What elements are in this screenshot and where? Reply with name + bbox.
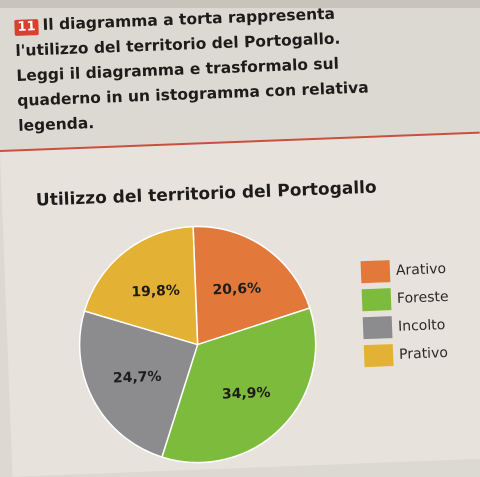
legend-label-prativo: Prativo	[398, 344, 449, 363]
legend-swatch-arativo	[360, 260, 391, 284]
pie-slice-arativo	[192, 225, 311, 346]
chart-panel: Utilizzo del territorio del Portogallo 2…	[0, 131, 480, 477]
legend-item-arativo: Arativo	[360, 255, 448, 286]
exercise-text: 11 Il diagramma a torta rappresenta l'uti…	[14, 0, 473, 139]
legend-label-foreste: Foreste	[396, 288, 449, 307]
pie-value-label-incolto: 24,7%	[113, 369, 162, 387]
exercise-number: 11	[14, 19, 39, 36]
legend-item-prativo: Prativo	[363, 339, 452, 370]
pie-value-label-arativo: 20,6%	[212, 280, 261, 298]
legend-label-incolto: Incolto	[397, 317, 446, 335]
legend-item-incolto: Incolto	[362, 311, 451, 342]
chart-legend: Arativo Foreste Incolto Prativo	[360, 255, 451, 370]
legend-item-foreste: Foreste	[361, 283, 449, 314]
pie-value-label-prativo: 19,8%	[131, 283, 180, 301]
pie-chart: 20,6% 34,9% 24,7% 19,8%	[78, 225, 317, 464]
legend-swatch-incolto	[362, 316, 393, 340]
pie-value-label-foreste: 34,9%	[222, 385, 271, 403]
legend-label-arativo: Arativo	[395, 260, 447, 279]
legend-swatch-foreste	[361, 288, 392, 312]
page-top-edge	[0, 0, 480, 8]
pie-slice-foreste	[160, 307, 317, 464]
pie-slice-incolto	[78, 310, 199, 458]
legend-swatch-prativo	[363, 344, 394, 368]
pie-slice-prativo	[83, 225, 199, 346]
